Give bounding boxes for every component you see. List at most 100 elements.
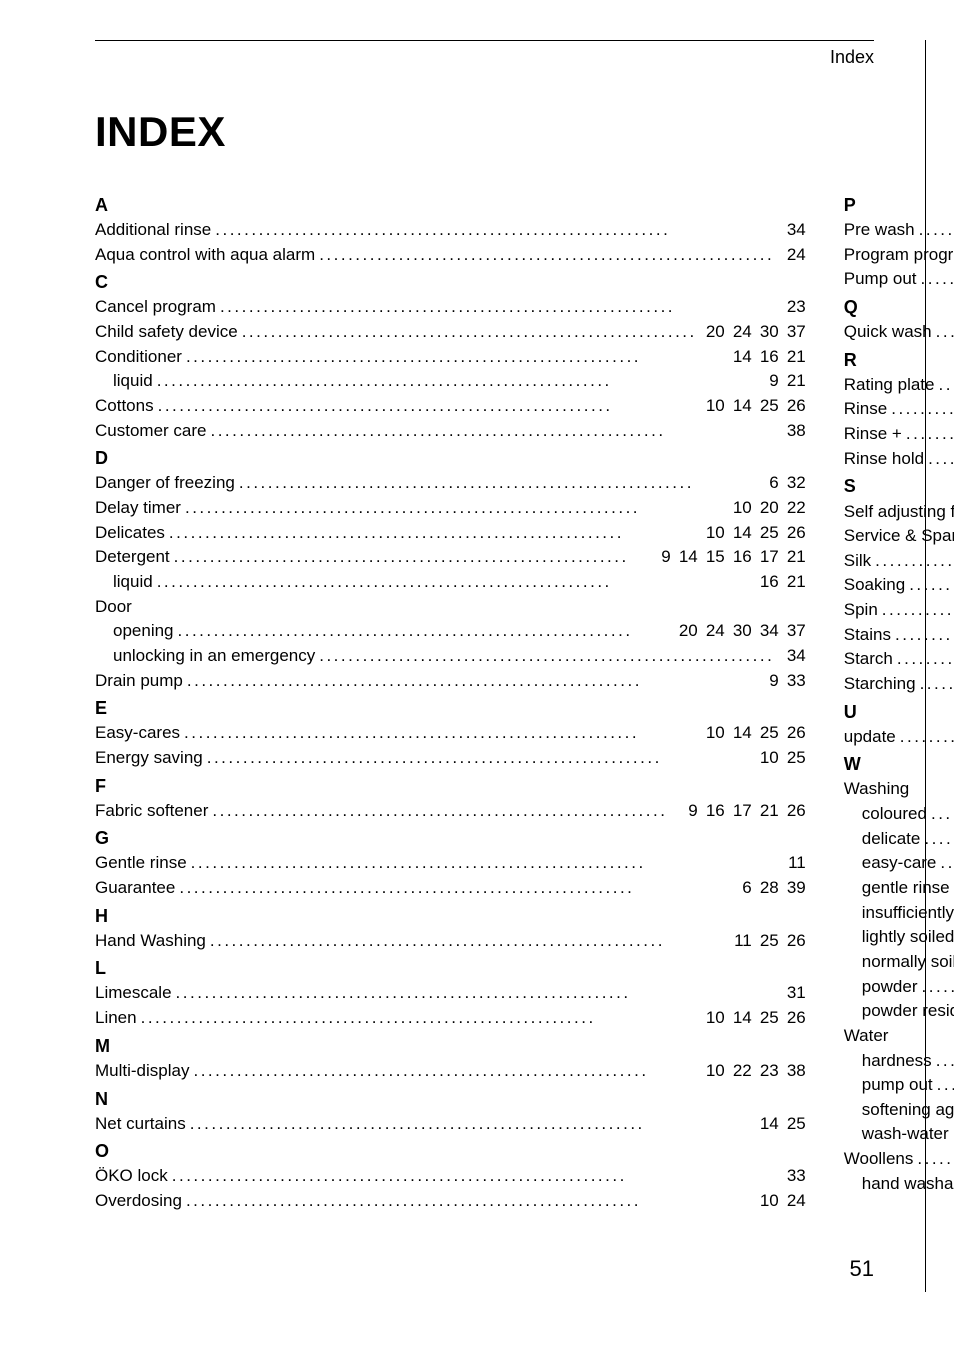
leader-dots: [927, 802, 954, 827]
index-entry-label: Net curtains: [95, 1112, 186, 1137]
leader-dots: [924, 447, 954, 472]
index-entry: Delay timer102022: [95, 496, 806, 521]
index-entry-pages: 31: [782, 981, 806, 1006]
page-ref: 9: [755, 669, 779, 694]
index-entry-pages: 10142526: [701, 394, 806, 419]
index-entry: Stains8912212531: [844, 623, 954, 648]
index-entry: Limescale31: [95, 981, 806, 1006]
index-entry-label: Cancel program: [95, 295, 216, 320]
page-ref: 30: [728, 619, 752, 644]
index-entry: Woollens11142526: [844, 1147, 954, 1172]
index-sub-entry: normally soiled8: [844, 950, 954, 975]
leader-dots: [315, 644, 782, 669]
index-entry-pages: 33: [782, 1164, 806, 1189]
page-ref: 21: [755, 799, 779, 824]
index-entry: Aqua control with aqua alarm 24: [95, 243, 806, 268]
index-letter: M: [95, 1033, 806, 1059]
index-columns: AAdditional rinse34Aqua control with aqu…: [95, 190, 874, 1214]
leader-dots: [932, 1049, 954, 1074]
index-entry: Customer care38: [95, 419, 806, 444]
index-entry: Cottons 10142526: [95, 394, 806, 419]
index-entry-label: hardness: [862, 1049, 932, 1074]
leader-dots: [137, 1006, 701, 1031]
page-ref: 6: [755, 471, 779, 496]
index-entry: Hand Washing112526: [95, 929, 806, 954]
index-sub-entry: opening2024303437: [95, 619, 806, 644]
index-sub-entry: powder residues31: [844, 999, 954, 1024]
leader-dots: [915, 218, 954, 243]
leader-dots: [183, 669, 755, 694]
index-entry-label: softening agent: [862, 1098, 954, 1123]
index-entry: Overdosing1024: [95, 1189, 806, 1214]
index-column-right: PPre wash112125Program progress display2…: [844, 190, 954, 1214]
index-entry: Pre wash112125: [844, 218, 954, 243]
index-sub-entry: unlocking in an emergency34: [95, 644, 806, 669]
index-entry: Silk1114: [844, 549, 954, 574]
page-ref: 20: [701, 320, 725, 345]
index-entry-label: Woollens: [844, 1147, 914, 1172]
leader-dots: [168, 1164, 782, 1189]
index-entry-label: Fabric softener: [95, 799, 208, 824]
index-entry: Service & Spare Parts38: [844, 524, 954, 549]
page-ref: 25: [755, 1006, 779, 1031]
index-entry-label: gentle rinse: [862, 876, 950, 901]
index-entry: Net curtains 1425: [95, 1112, 806, 1137]
index-entry-label: Aqua control with aqua alarm: [95, 243, 315, 268]
index-entry-pages: 1425: [755, 1112, 806, 1137]
index-entry: Pump out1124: [844, 267, 954, 292]
leader-dots: [871, 549, 954, 574]
index-entry-label: Energy saving: [95, 746, 203, 771]
leader-dots: [936, 851, 954, 876]
index-entry-label: Delay timer: [95, 496, 181, 521]
leader-dots: [153, 369, 755, 394]
page-ref: 17: [728, 799, 752, 824]
index-entry-label: liquid: [113, 369, 153, 394]
page-ref: 24: [728, 320, 752, 345]
index-entry-pages: 11: [782, 851, 806, 876]
leader-dots: [893, 647, 954, 672]
index-entry-label: Additional rinse: [95, 218, 211, 243]
index-entry-label: Starching: [844, 672, 916, 697]
leader-dots: [165, 521, 701, 546]
index-entry-label: Program progress display: [844, 243, 954, 268]
page-ref: 10: [755, 1189, 779, 1214]
index-entry-pages: 38: [782, 419, 806, 444]
page-ref: 24: [782, 243, 806, 268]
index-sub-entry: powder16: [844, 975, 954, 1000]
index-column-left: AAdditional rinse34Aqua control with aqu…: [95, 190, 806, 1214]
page-ref: 26: [782, 929, 806, 954]
index-entry-label: Silk: [844, 549, 871, 574]
index-entry-label: Service & Spare Parts: [844, 524, 954, 549]
page-ref: 26: [782, 521, 806, 546]
page-ref: 25: [755, 521, 779, 546]
index-sub-entry: hardness17: [844, 1049, 954, 1074]
index-entry: Self adjusting foot944: [844, 500, 954, 525]
leader-dots: [916, 672, 954, 697]
index-entry: Starch921: [844, 647, 954, 672]
index-entry-label: Spin: [844, 598, 878, 623]
page-ref: 26: [782, 394, 806, 419]
index-entry-pages: 916172126: [674, 799, 806, 824]
leader-dots: [208, 799, 673, 824]
page-ref: 14: [728, 521, 752, 546]
page-ref: 25: [755, 929, 779, 954]
index-sub-entry: easy-care101425: [844, 851, 954, 876]
leader-dots: [174, 619, 674, 644]
leader-dots: [182, 1189, 755, 1214]
index-entry-pages: 10142526: [701, 1006, 806, 1031]
index-entry-label: powder residues: [862, 999, 954, 1024]
index-entry: Quick wash1125: [844, 320, 954, 345]
index-entry-label: Cottons: [95, 394, 154, 419]
index-entry-label: Detergent: [95, 545, 170, 570]
index-entry: Delicates10142526: [95, 521, 806, 546]
index-entry-label: hand washable: [862, 1172, 954, 1197]
index-entry: Rinse hold101924: [844, 447, 954, 472]
index-letter: E: [95, 695, 806, 721]
leader-dots: [203, 746, 755, 771]
index-entry: Rating plate9384546: [844, 373, 954, 398]
page-ref: 34: [782, 644, 806, 669]
index-entry-label: Overdosing: [95, 1189, 182, 1214]
index-letter: D: [95, 445, 806, 471]
leader-dots: [918, 975, 954, 1000]
page-ref: 10: [701, 1006, 725, 1031]
